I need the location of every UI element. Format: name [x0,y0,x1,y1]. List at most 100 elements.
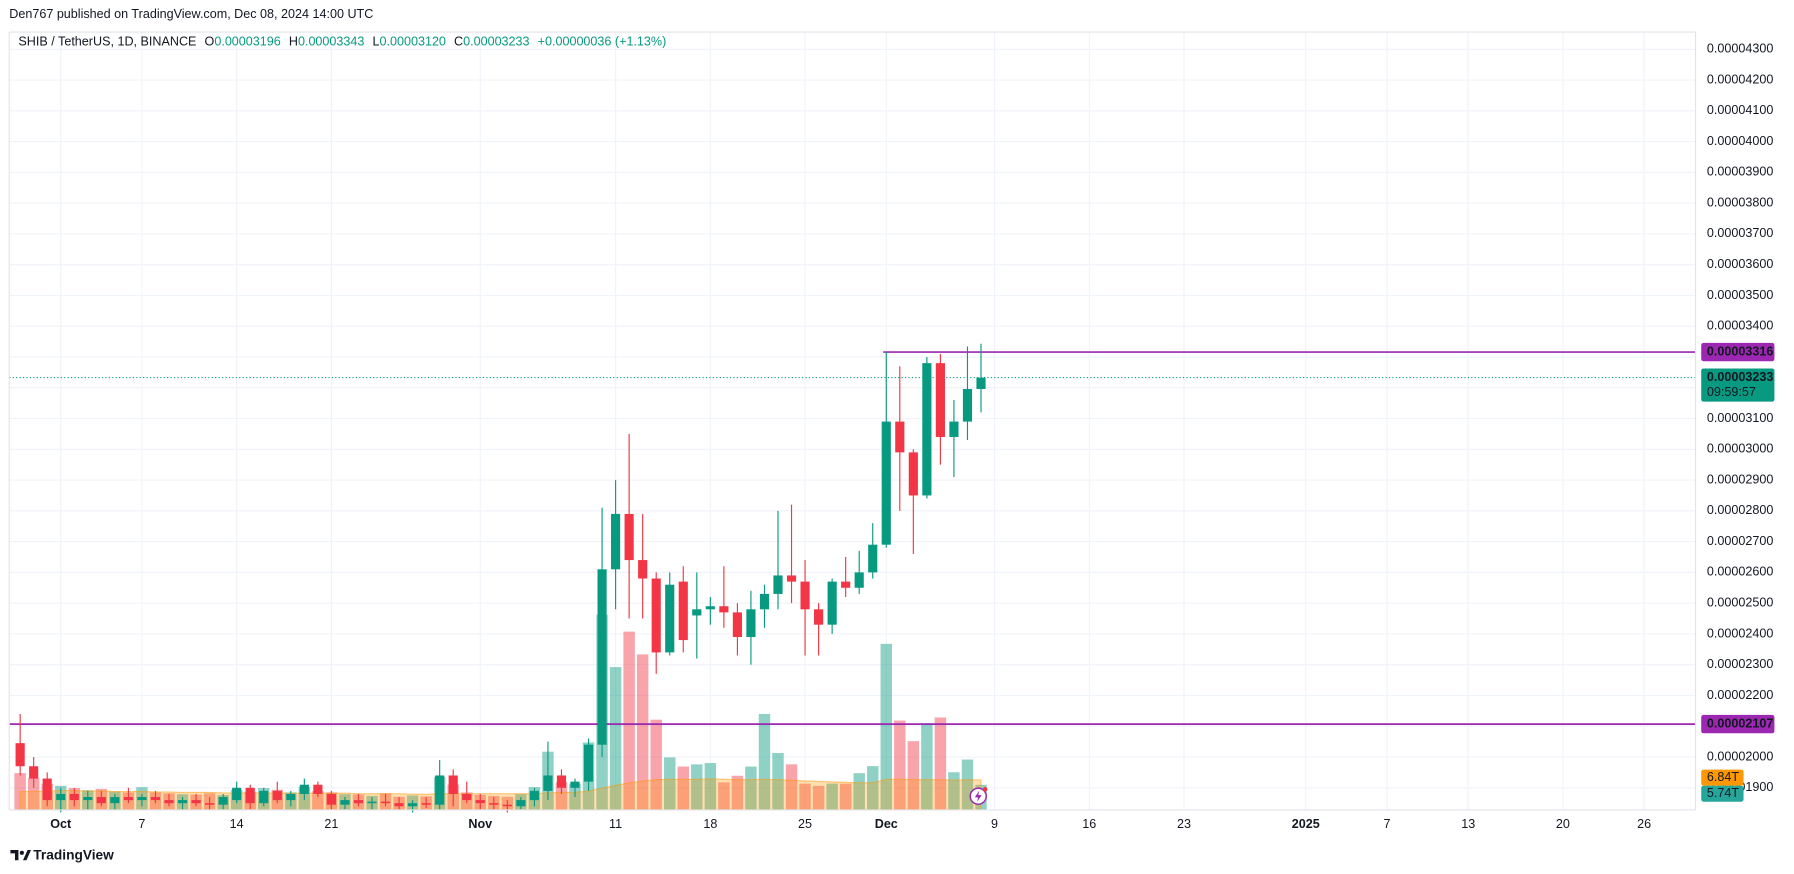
candle-body [935,363,945,437]
volume-bar [636,654,649,810]
candle-body [773,575,783,594]
candle-body [800,581,810,610]
candle-body [922,363,932,496]
volume-bar [691,764,703,810]
volume-bar [826,783,838,810]
close-value: 0.00003233 [463,35,529,49]
candle-body [123,797,133,801]
x-tick-label: Oct [50,817,72,831]
candle-body [462,793,472,801]
candle-body [326,793,336,805]
candle-body [570,781,580,788]
low-value: 0.00003120 [379,35,445,49]
price-line-label: 0.00002107 [1707,716,1773,730]
candle-body [353,800,364,804]
candle-body [245,787,255,804]
candle-body [746,609,756,638]
candle-body [543,775,553,791]
volume-bar [312,791,324,810]
candle-body [949,421,959,437]
volume-bar [745,766,757,810]
last-price-box [1701,368,1775,402]
y-tick-label: 0.00003600 [1707,257,1773,271]
y-tick-label: 0.00002500 [1707,595,1773,609]
candle-body [475,800,485,804]
volume-bar [677,766,689,810]
candle-body [611,513,621,570]
candle-body [692,609,702,616]
candle-body [150,797,161,801]
x-tick-label: 7 [1384,817,1391,831]
countdown: 09:59:57 [1707,385,1756,399]
price-line-label-box [1701,342,1775,362]
x-tick-label: Nov [468,817,492,831]
candle-body [164,800,174,804]
volume-bar [758,713,771,810]
candle-body [529,790,539,801]
volume-bar [812,785,825,810]
candle-body [665,584,675,653]
candle-body [624,513,634,561]
volume-bar [623,631,635,810]
candle-body [340,800,350,805]
x-tick-label: 20 [1556,817,1570,831]
y-tick-label: 0.00003500 [1707,288,1773,302]
candle-body [732,612,742,638]
volume-bar [772,752,784,810]
volume-bar [785,764,798,810]
candle-body [786,575,797,582]
candle-body [759,593,770,610]
y-tick-label: 0.00003000 [1707,442,1773,456]
candle-body [177,800,188,804]
candle-body [408,803,418,807]
candle-body [232,787,242,801]
open-value: 0.00003196 [214,35,280,49]
volume-bar [704,763,717,810]
y-tick-label: 0.00002600 [1707,565,1773,579]
candle-body [272,790,282,801]
candle-body [705,606,715,610]
volume-bar [555,782,568,810]
price-line-label-box [1701,714,1775,734]
x-tick-label: 2025 [1292,817,1320,831]
volume-bar [27,777,40,810]
candle-body [814,609,824,625]
candle-body [962,388,973,422]
volume-bar [650,719,662,810]
candle-body [868,544,878,573]
x-tick-label: 23 [1177,817,1191,831]
y-tick-label: 0.00002200 [1707,688,1773,702]
open-label: O [205,35,215,49]
high-value: 0.00003343 [298,35,364,49]
candle-body [15,743,25,767]
candle-body [137,797,147,801]
candle-body [205,803,215,805]
low-label: L [372,35,379,49]
y-tick-label: 0.00004100 [1707,103,1773,117]
symbol: SHIB / TetherUS, 1D, BINANCE [18,35,196,49]
x-tick-label: 11 [609,817,622,831]
candle-body [394,803,404,807]
volume-bar [799,783,811,810]
x-tick-label: 21 [324,817,338,831]
y-tick-label: 0.00002000 [1707,749,1773,763]
volume-bar [948,772,960,810]
volume-bar [664,757,676,810]
candle-body [218,797,228,805]
brand: TradingView [33,847,114,862]
volume-bar [921,723,933,810]
volume-bar [867,766,879,810]
volume-bar [718,782,730,810]
candle-body [489,803,499,805]
candle-body [556,775,567,788]
candle-body [83,797,93,801]
volume-bar [880,643,892,810]
plot-area [9,32,1696,813]
candle-body [259,790,269,804]
y-tick-label: 0.00003900 [1707,165,1773,179]
candle-body [881,421,891,545]
y-tick-label: 0.00002800 [1707,503,1773,517]
x-tick-label: 9 [991,817,998,831]
candle-body [854,572,864,588]
